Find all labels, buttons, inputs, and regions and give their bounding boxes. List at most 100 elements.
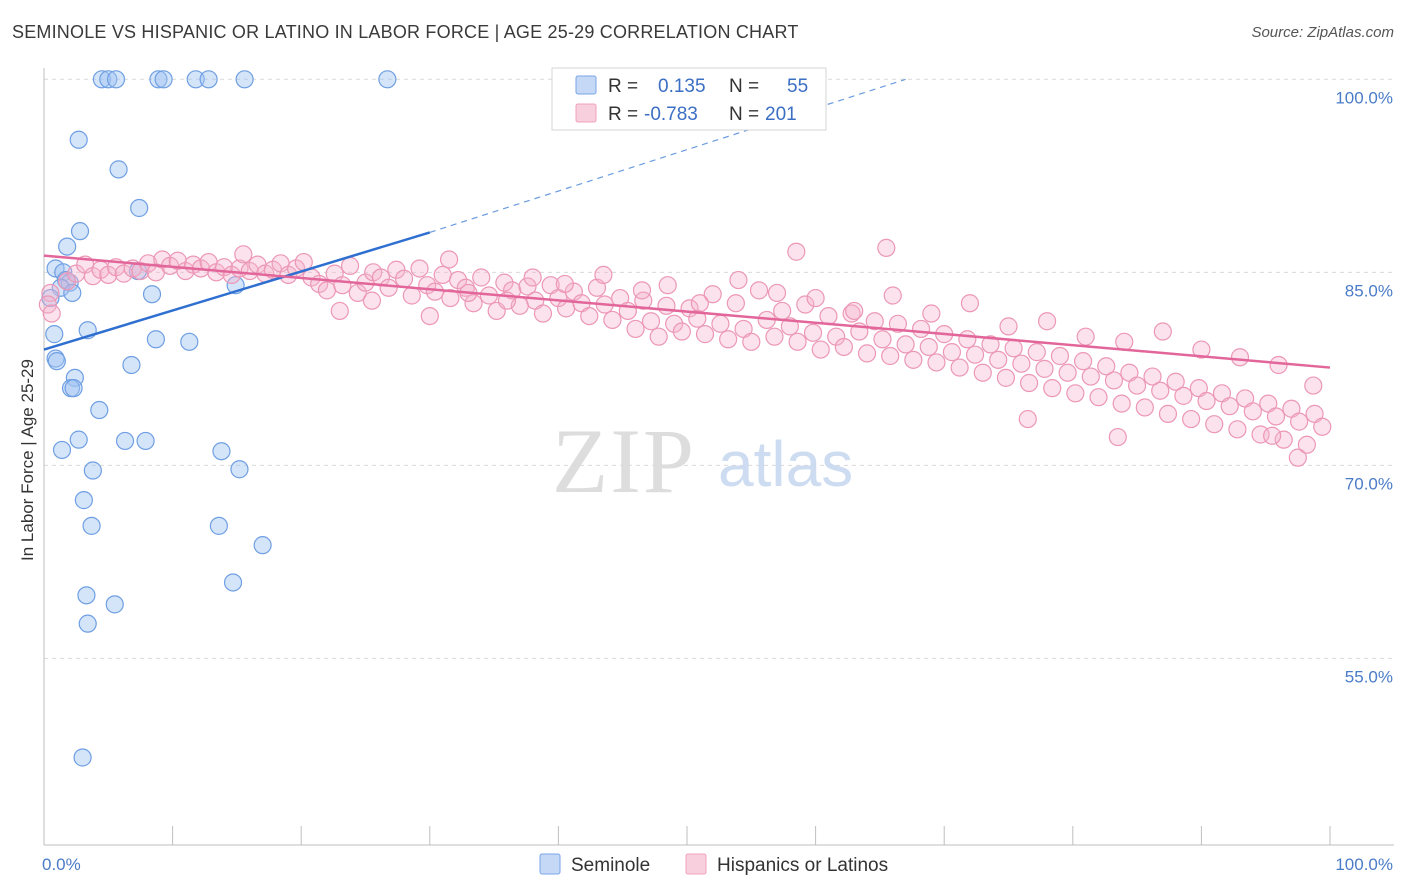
seminole-point bbox=[142, 285, 162, 304]
hispanic-point bbox=[726, 294, 745, 313]
hispanic-point bbox=[1004, 339, 1023, 358]
hispanic-point bbox=[131, 261, 150, 281]
hispanic-point bbox=[1076, 327, 1095, 346]
hispanic-point bbox=[919, 337, 938, 357]
y-tick-label: 55.0% bbox=[1345, 667, 1393, 686]
legend-n-value: 55 bbox=[787, 76, 808, 97]
seminole-point bbox=[92, 70, 111, 89]
hispanic-point bbox=[1297, 435, 1316, 454]
hispanic-point bbox=[896, 335, 915, 354]
seminole-point bbox=[63, 283, 82, 303]
hispanic-point bbox=[1197, 391, 1216, 411]
hispanic-point bbox=[1266, 407, 1286, 426]
hispanic-point bbox=[1018, 409, 1037, 429]
seminole-point bbox=[70, 222, 90, 241]
seminole-point bbox=[105, 595, 124, 614]
hispanic-point bbox=[1104, 371, 1124, 390]
hispanic-point bbox=[1269, 355, 1288, 375]
hispanic-point bbox=[658, 276, 677, 295]
hispanic-point bbox=[845, 301, 864, 321]
hispanic-point bbox=[1081, 367, 1100, 386]
hispanic-point bbox=[42, 304, 61, 323]
hispanic-point bbox=[1089, 388, 1108, 407]
hispanic-point bbox=[767, 283, 787, 303]
hispanic-point bbox=[819, 306, 838, 326]
seminole-point bbox=[74, 491, 93, 510]
hispanic-point bbox=[420, 306, 439, 326]
hispanic-point bbox=[773, 301, 792, 321]
hispanic-point bbox=[857, 344, 877, 363]
hispanic-point bbox=[1228, 420, 1247, 439]
hispanic-point bbox=[1290, 412, 1309, 431]
hispanic-point bbox=[911, 319, 931, 339]
hispanic-point bbox=[1166, 372, 1185, 391]
legend-r-label: R = bbox=[608, 76, 638, 97]
hispanic-point bbox=[439, 250, 459, 269]
hispanic-point bbox=[729, 270, 748, 290]
y-tick-label: 85.0% bbox=[1345, 281, 1393, 300]
legend-box: R = 0.135 N = 55 R = -0.783 N = 201 bbox=[551, 67, 827, 131]
y-tick-label: 100.0% bbox=[1335, 88, 1393, 107]
seminole-point bbox=[109, 160, 128, 179]
hispanic-point bbox=[657, 296, 676, 315]
bottom-legend-hispanic: Hispanics or Latinos bbox=[717, 855, 888, 876]
hispanic-point bbox=[472, 268, 491, 287]
watermark: ZIP atlas bbox=[552, 410, 853, 512]
x-tick-label: 100.0% bbox=[1335, 855, 1393, 874]
hispanic-point bbox=[1127, 376, 1147, 395]
hispanic-point bbox=[842, 304, 861, 323]
hispanic-point bbox=[950, 358, 969, 377]
chart-title: SEMINOLE VS HISPANIC OR LATINO IN LABOR … bbox=[12, 22, 799, 42]
hispanic-point bbox=[330, 301, 349, 321]
hispanic-point bbox=[464, 294, 483, 313]
bottom-legend-seminole: Seminole bbox=[571, 855, 650, 876]
hispanic-point bbox=[1243, 402, 1262, 421]
hispanic-point bbox=[960, 294, 980, 313]
seminole-point bbox=[73, 748, 92, 767]
y-tick-label: 70.0% bbox=[1345, 474, 1393, 493]
hispanic-point bbox=[883, 286, 902, 305]
tick-labels: 100.0% 85.0% 70.0% 55.0% 0.0% 100.0% bbox=[42, 88, 1393, 874]
hispanic-point bbox=[973, 363, 992, 382]
hispanic-point bbox=[672, 322, 691, 341]
hispanic-point bbox=[1158, 404, 1178, 423]
hispanic-point bbox=[1304, 376, 1323, 395]
seminole-point bbox=[146, 330, 165, 349]
bottom-legend: Seminole Hispanics or Latinos bbox=[539, 853, 888, 876]
seminole-point bbox=[199, 70, 218, 89]
hispanic-point bbox=[834, 337, 853, 357]
seminole-point bbox=[69, 430, 88, 449]
watermark-atlas: atlas bbox=[718, 428, 853, 500]
hispanic-point bbox=[865, 312, 884, 331]
hispanic-point bbox=[796, 295, 815, 314]
hispanic-point bbox=[806, 288, 825, 308]
seminole-point bbox=[90, 400, 109, 420]
legend-r-value: -0.783 bbox=[644, 104, 698, 125]
hispanic-point bbox=[580, 306, 599, 326]
hispanic-point bbox=[1073, 352, 1093, 371]
seminole-point bbox=[45, 325, 64, 344]
hispanic-point bbox=[1058, 363, 1077, 382]
hispanic-point bbox=[665, 314, 684, 333]
seminole-point bbox=[209, 516, 228, 535]
hispanic-point bbox=[1153, 322, 1172, 341]
hispanic-point bbox=[518, 277, 537, 296]
hispanic-point bbox=[641, 312, 661, 331]
seminole-point bbox=[58, 237, 77, 256]
seminole-point bbox=[180, 332, 199, 351]
hispanic-point bbox=[996, 368, 1016, 387]
hispanic-point bbox=[394, 269, 414, 288]
x-tick-label: 0.0% bbox=[42, 855, 81, 874]
seminole-point bbox=[82, 516, 101, 535]
hispanic-point bbox=[603, 310, 622, 330]
hispanic-point bbox=[989, 350, 1008, 369]
hispanic-point bbox=[1230, 348, 1250, 367]
seminole-point bbox=[235, 70, 254, 89]
seminole-point bbox=[186, 70, 205, 89]
legend-swatch-seminole bbox=[575, 75, 597, 95]
hispanic-point bbox=[448, 270, 468, 290]
hispanic-point bbox=[765, 327, 784, 346]
hispanic-point bbox=[649, 327, 668, 346]
hispanic-point bbox=[877, 238, 896, 257]
seminole-point bbox=[136, 431, 155, 451]
